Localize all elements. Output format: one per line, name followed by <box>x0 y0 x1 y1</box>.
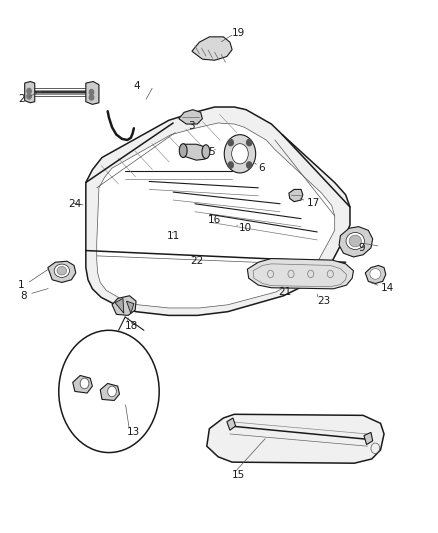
Circle shape <box>228 139 233 146</box>
Polygon shape <box>97 123 335 308</box>
Ellipse shape <box>224 135 256 173</box>
Text: 16: 16 <box>208 215 221 225</box>
Ellipse shape <box>54 264 70 277</box>
Circle shape <box>228 162 233 168</box>
Circle shape <box>27 94 31 99</box>
Polygon shape <box>207 414 384 463</box>
Ellipse shape <box>232 144 248 164</box>
Text: 8: 8 <box>20 290 27 301</box>
Polygon shape <box>112 296 136 316</box>
Circle shape <box>27 88 31 94</box>
Ellipse shape <box>202 145 210 159</box>
Ellipse shape <box>349 235 361 247</box>
Ellipse shape <box>179 144 187 158</box>
Circle shape <box>247 139 252 146</box>
Polygon shape <box>86 107 350 316</box>
Polygon shape <box>127 301 134 313</box>
Polygon shape <box>115 298 124 313</box>
Text: 21: 21 <box>278 287 291 297</box>
Text: 10: 10 <box>239 223 252 233</box>
Ellipse shape <box>346 232 364 249</box>
Circle shape <box>89 90 94 95</box>
Text: 17: 17 <box>306 198 320 208</box>
Text: 4: 4 <box>134 81 141 91</box>
Polygon shape <box>289 189 303 201</box>
Text: 2: 2 <box>18 94 25 104</box>
Text: 19: 19 <box>232 28 245 38</box>
Circle shape <box>108 386 117 397</box>
Circle shape <box>247 162 252 168</box>
Polygon shape <box>192 37 232 60</box>
Text: 1: 1 <box>18 280 25 290</box>
Text: 6: 6 <box>258 163 265 173</box>
Text: 3: 3 <box>188 120 195 131</box>
Circle shape <box>80 378 89 389</box>
Text: 11: 11 <box>166 231 180 241</box>
Polygon shape <box>25 82 35 103</box>
Polygon shape <box>48 261 76 282</box>
Polygon shape <box>364 432 373 445</box>
Polygon shape <box>73 375 92 393</box>
Circle shape <box>89 95 94 100</box>
Ellipse shape <box>370 269 381 279</box>
Circle shape <box>59 330 159 453</box>
Polygon shape <box>179 110 202 124</box>
Ellipse shape <box>57 266 67 275</box>
Text: 24: 24 <box>68 199 81 209</box>
Text: 14: 14 <box>381 283 394 293</box>
Text: 22: 22 <box>191 256 204 266</box>
Text: 13: 13 <box>127 427 141 438</box>
Polygon shape <box>339 227 373 257</box>
Polygon shape <box>183 144 206 160</box>
Polygon shape <box>227 418 236 430</box>
Text: 18: 18 <box>125 321 138 331</box>
Polygon shape <box>247 259 353 289</box>
Text: 9: 9 <box>359 243 365 253</box>
Text: 5: 5 <box>208 147 215 157</box>
Polygon shape <box>365 265 386 284</box>
Text: 23: 23 <box>317 296 331 306</box>
Polygon shape <box>86 82 99 104</box>
Text: 15: 15 <box>232 470 245 480</box>
Polygon shape <box>100 383 120 400</box>
